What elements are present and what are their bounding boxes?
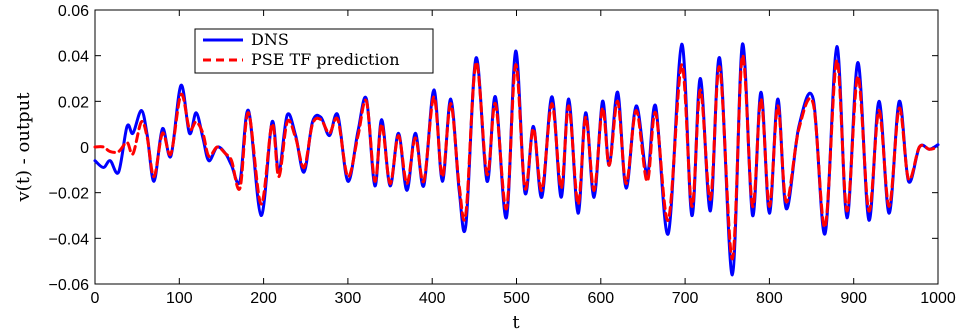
x-tick-label: 200: [250, 290, 277, 307]
legend-label-pse: PSE TF prediction: [251, 50, 400, 69]
x-tick-label: 300: [335, 290, 362, 307]
y-tick-label: −0.02: [49, 186, 90, 203]
x-tick-label: 500: [503, 290, 530, 307]
x-tick-label: 700: [672, 290, 699, 307]
x-tick-label: 800: [756, 290, 783, 307]
y-tick-label: −0.06: [49, 277, 90, 294]
y-tick-label: 0.04: [58, 49, 89, 66]
y-tick-label: 0.06: [58, 3, 89, 20]
series-lines: [93, 42, 940, 277]
x-tick-label: 900: [840, 290, 867, 307]
x-tick-label: 1000: [920, 290, 956, 307]
legend-box: [194, 28, 434, 74]
y-tick-label: 0.02: [58, 94, 89, 111]
x-axis-label: t: [512, 312, 520, 333]
y-tick-label: 0: [80, 140, 89, 157]
x-tick-label: 100: [166, 290, 193, 307]
axis-ticks: 0 100 200 300 400 500 600 700 800 900 1000 −0.06 −0.…: [49, 3, 956, 307]
series-line-pse-tf-prediction: [93, 54, 940, 261]
x-tick-label: 0: [91, 290, 100, 307]
legend: DNS PSE TF prediction: [194, 28, 434, 74]
y-axis-label: v(t) - output: [13, 92, 34, 203]
legend-label-dns: DNS: [251, 30, 289, 49]
y-tick-label: −0.04: [49, 231, 90, 248]
x-tick-label: 400: [419, 290, 446, 307]
x-tick-label: 600: [587, 290, 614, 307]
